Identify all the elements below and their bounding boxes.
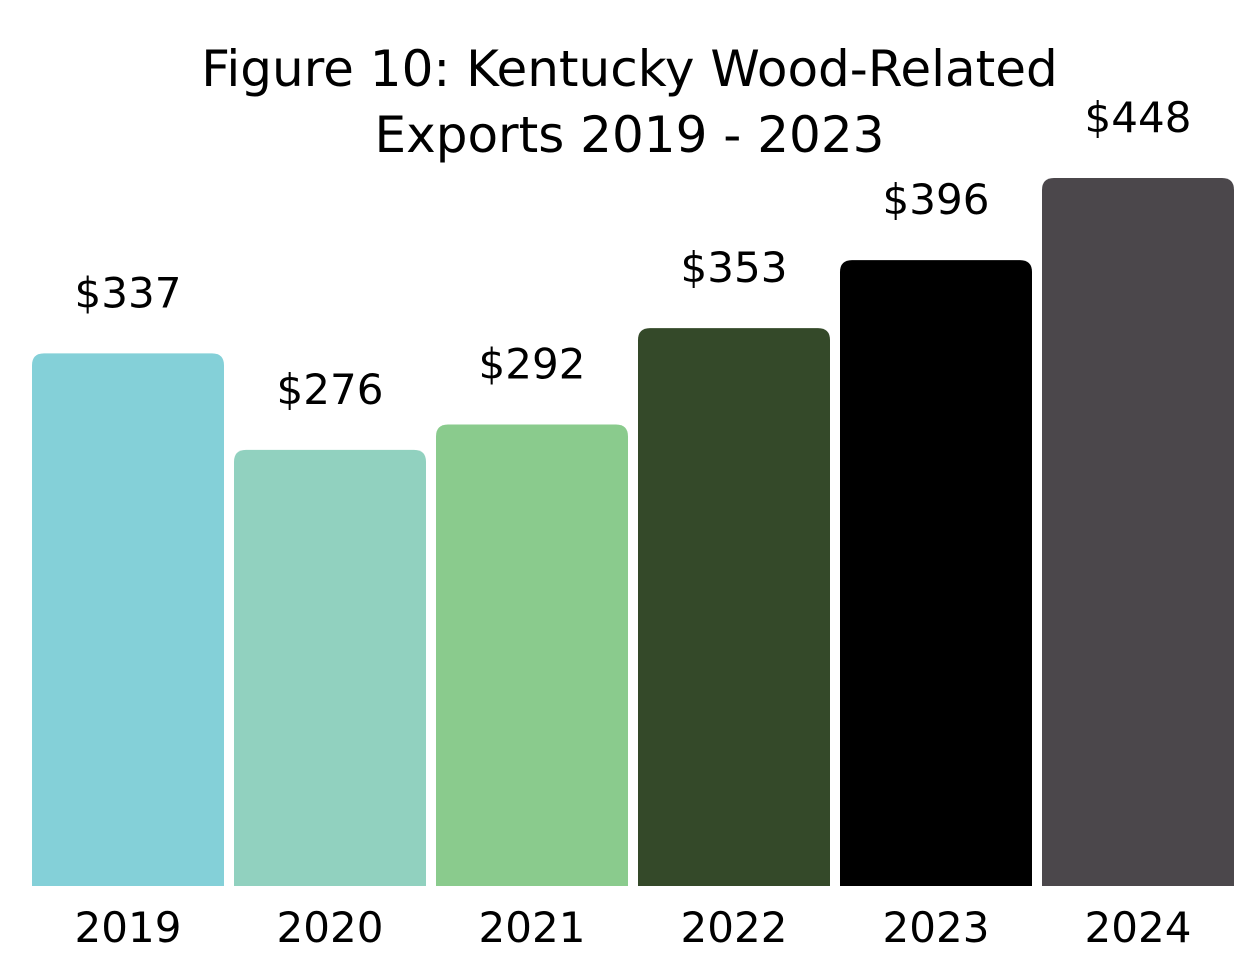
chart-title: Figure 10: Kentucky Wood-Related Exports… [0, 36, 1259, 168]
x-tick-label-2024: 2024 [1085, 903, 1192, 952]
bar-2020 [234, 449, 426, 886]
x-tick-label-2021: 2021 [479, 903, 586, 952]
value-label-2024: $448 [1085, 93, 1192, 142]
chart-title-line-2: Exports 2019 - 2023 [374, 106, 885, 164]
x-tick-label-2022: 2022 [681, 903, 788, 952]
chart-title-line-1: Figure 10: Kentucky Wood-Related [201, 40, 1058, 98]
bar-2022 [638, 328, 830, 887]
x-tick-label-2023: 2023 [883, 903, 990, 952]
x-tick-label-2020: 2020 [277, 903, 384, 952]
value-label-2020: $276 [277, 365, 384, 414]
bar-2021 [436, 424, 628, 886]
x-tick-labels-group: 2019 2020 2021 2022 2023 2024 [75, 903, 1192, 952]
value-label-2021: $292 [479, 340, 586, 389]
bar-2024 [1042, 178, 1234, 886]
value-label-2019: $337 [75, 268, 182, 317]
value-labels-group: $337 $276 $292 $353 $396 $448 [75, 93, 1192, 414]
bar-2023 [840, 260, 1032, 886]
bars-group [32, 178, 1234, 887]
x-tick-label-2019: 2019 [75, 903, 182, 952]
value-label-2023: $396 [883, 175, 990, 224]
value-label-2022: $353 [681, 243, 788, 292]
bar-2019 [32, 353, 224, 886]
